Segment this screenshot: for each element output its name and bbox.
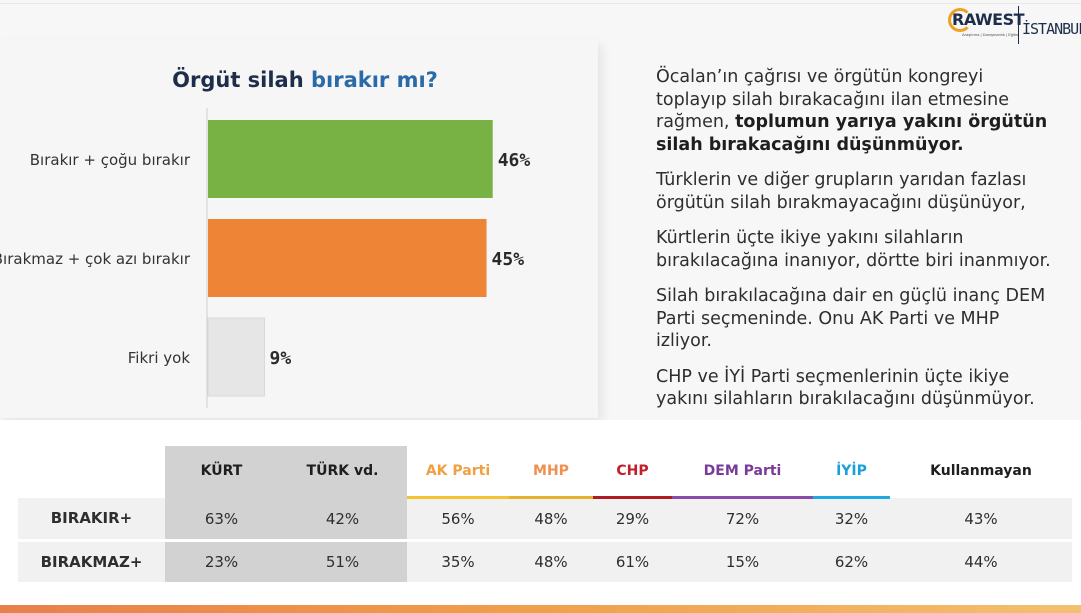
breakdown-table: KÜRT TÜRK vd. AK Parti MHP CHP DEM Parti İYİP K… (18, 446, 1072, 585)
table-cell: 48% (509, 540, 593, 585)
column-header-1: TÜRK vd. (278, 446, 407, 498)
column-header-7: Kullanmayan (930, 463, 1032, 479)
logo: RAWEST Araştırma | Danışmanlık | Eğitim … (948, 6, 1081, 46)
finding-5: CHP ve İYİ Parti seçmenlerinin üçte ikiy… (656, 366, 1035, 410)
table-row: BIRAKIR+ 63% 42% 56% 48% 29% 72% 32% 43% (18, 497, 1072, 542)
table-corner (18, 446, 165, 498)
chart-title-part2: bırakır mı? (311, 68, 438, 92)
table-cell: 72% (672, 497, 813, 542)
table-cell: 48% (509, 497, 593, 542)
category-label-0: Bırakır + çoğu bırakır (30, 151, 191, 169)
bottom-accent-bar (0, 605, 1081, 613)
findings-text: Öcalan’ın çağrısı ve örgütün kongreyi to… (656, 66, 1056, 424)
column-header-2: AK Parti (407, 446, 509, 499)
bar-2 (207, 317, 266, 397)
row-label: BIRAKMAZ+ (18, 540, 165, 585)
table-cell: 61% (593, 540, 672, 585)
bar-0 (208, 120, 493, 198)
value-label-0: 46% (498, 150, 531, 171)
column-header-4: CHP (593, 446, 672, 499)
chart-title: Örgüt silah bırakır mı? (0, 68, 610, 92)
column-header-0: KÜRT (165, 446, 278, 498)
table-header-row: KÜRT TÜRK vd. AK Parti MHP CHP DEM Parti İYİP K… (18, 446, 1072, 499)
chart-title-part1: Örgüt silah (172, 68, 311, 92)
finding-1: Öcalan’ın çağrısı ve örgütün kongreyi to… (656, 66, 1056, 156)
top-divider (0, 3, 1081, 4)
logo-brand: RAWEST (952, 10, 1025, 29)
table-cell: 23% (165, 540, 278, 585)
row-label: BIRAKIR+ (18, 497, 165, 542)
table-cell: 62% (813, 540, 890, 585)
table-cell: 44% (890, 540, 1072, 585)
table-cell: 15% (672, 540, 813, 585)
table-cell: 56% (407, 497, 509, 542)
logo-city: İSTANBUL (1022, 20, 1081, 38)
table-row: BIRAKMAZ+ 23% 51% 35% 48% 61% 15% 62% 44% (18, 540, 1072, 585)
table-cell: 35% (407, 540, 509, 585)
value-label-2: 9% (270, 348, 292, 369)
value-label-1: 45% (492, 249, 525, 270)
logo-subtitle: Araştırma | Danışmanlık | Eğitim (962, 32, 1020, 37)
table-cell: 51% (278, 540, 407, 585)
bar-1 (208, 219, 487, 297)
table-cell: 29% (593, 497, 672, 542)
table-area: KÜRT TÜRK vd. AK Parti MHP CHP DEM Parti İYİP K… (0, 420, 1081, 605)
logo-circle-icon (948, 8, 972, 32)
table-cell: 43% (890, 497, 1072, 542)
table-cell: 32% (813, 497, 890, 542)
bar-chart: Bırakır + çoğu bırakır 46% Bırakmaz + çok … (0, 108, 531, 408)
category-label-2: Fikri yok (128, 349, 191, 367)
column-header-6: İYİP (813, 446, 890, 499)
column-header-3: MHP (509, 446, 593, 499)
finding-1-bold: toplumun yarıya yakını örgütün silah bır… (656, 112, 1048, 155)
finding-1-plain: Öcalan’ın çağrısı ve örgütün kongreyi to… (656, 67, 1010, 132)
table-cell: 42% (278, 497, 407, 542)
category-label-1: Bırakmaz + çok azı bırakır (0, 250, 191, 268)
column-header-5: DEM Parti (672, 446, 813, 499)
finding-3: Kürtlerin üçte ikiye yakını silahların b… (656, 228, 1051, 271)
finding-2: Türklerin ve diğer grupların yarıdan faz… (656, 170, 1027, 213)
logo-separator (1018, 6, 1019, 44)
finding-4: Silah bırakılacağına dair en güçlü inanç… (656, 286, 1046, 351)
table-cell: 63% (165, 497, 278, 542)
